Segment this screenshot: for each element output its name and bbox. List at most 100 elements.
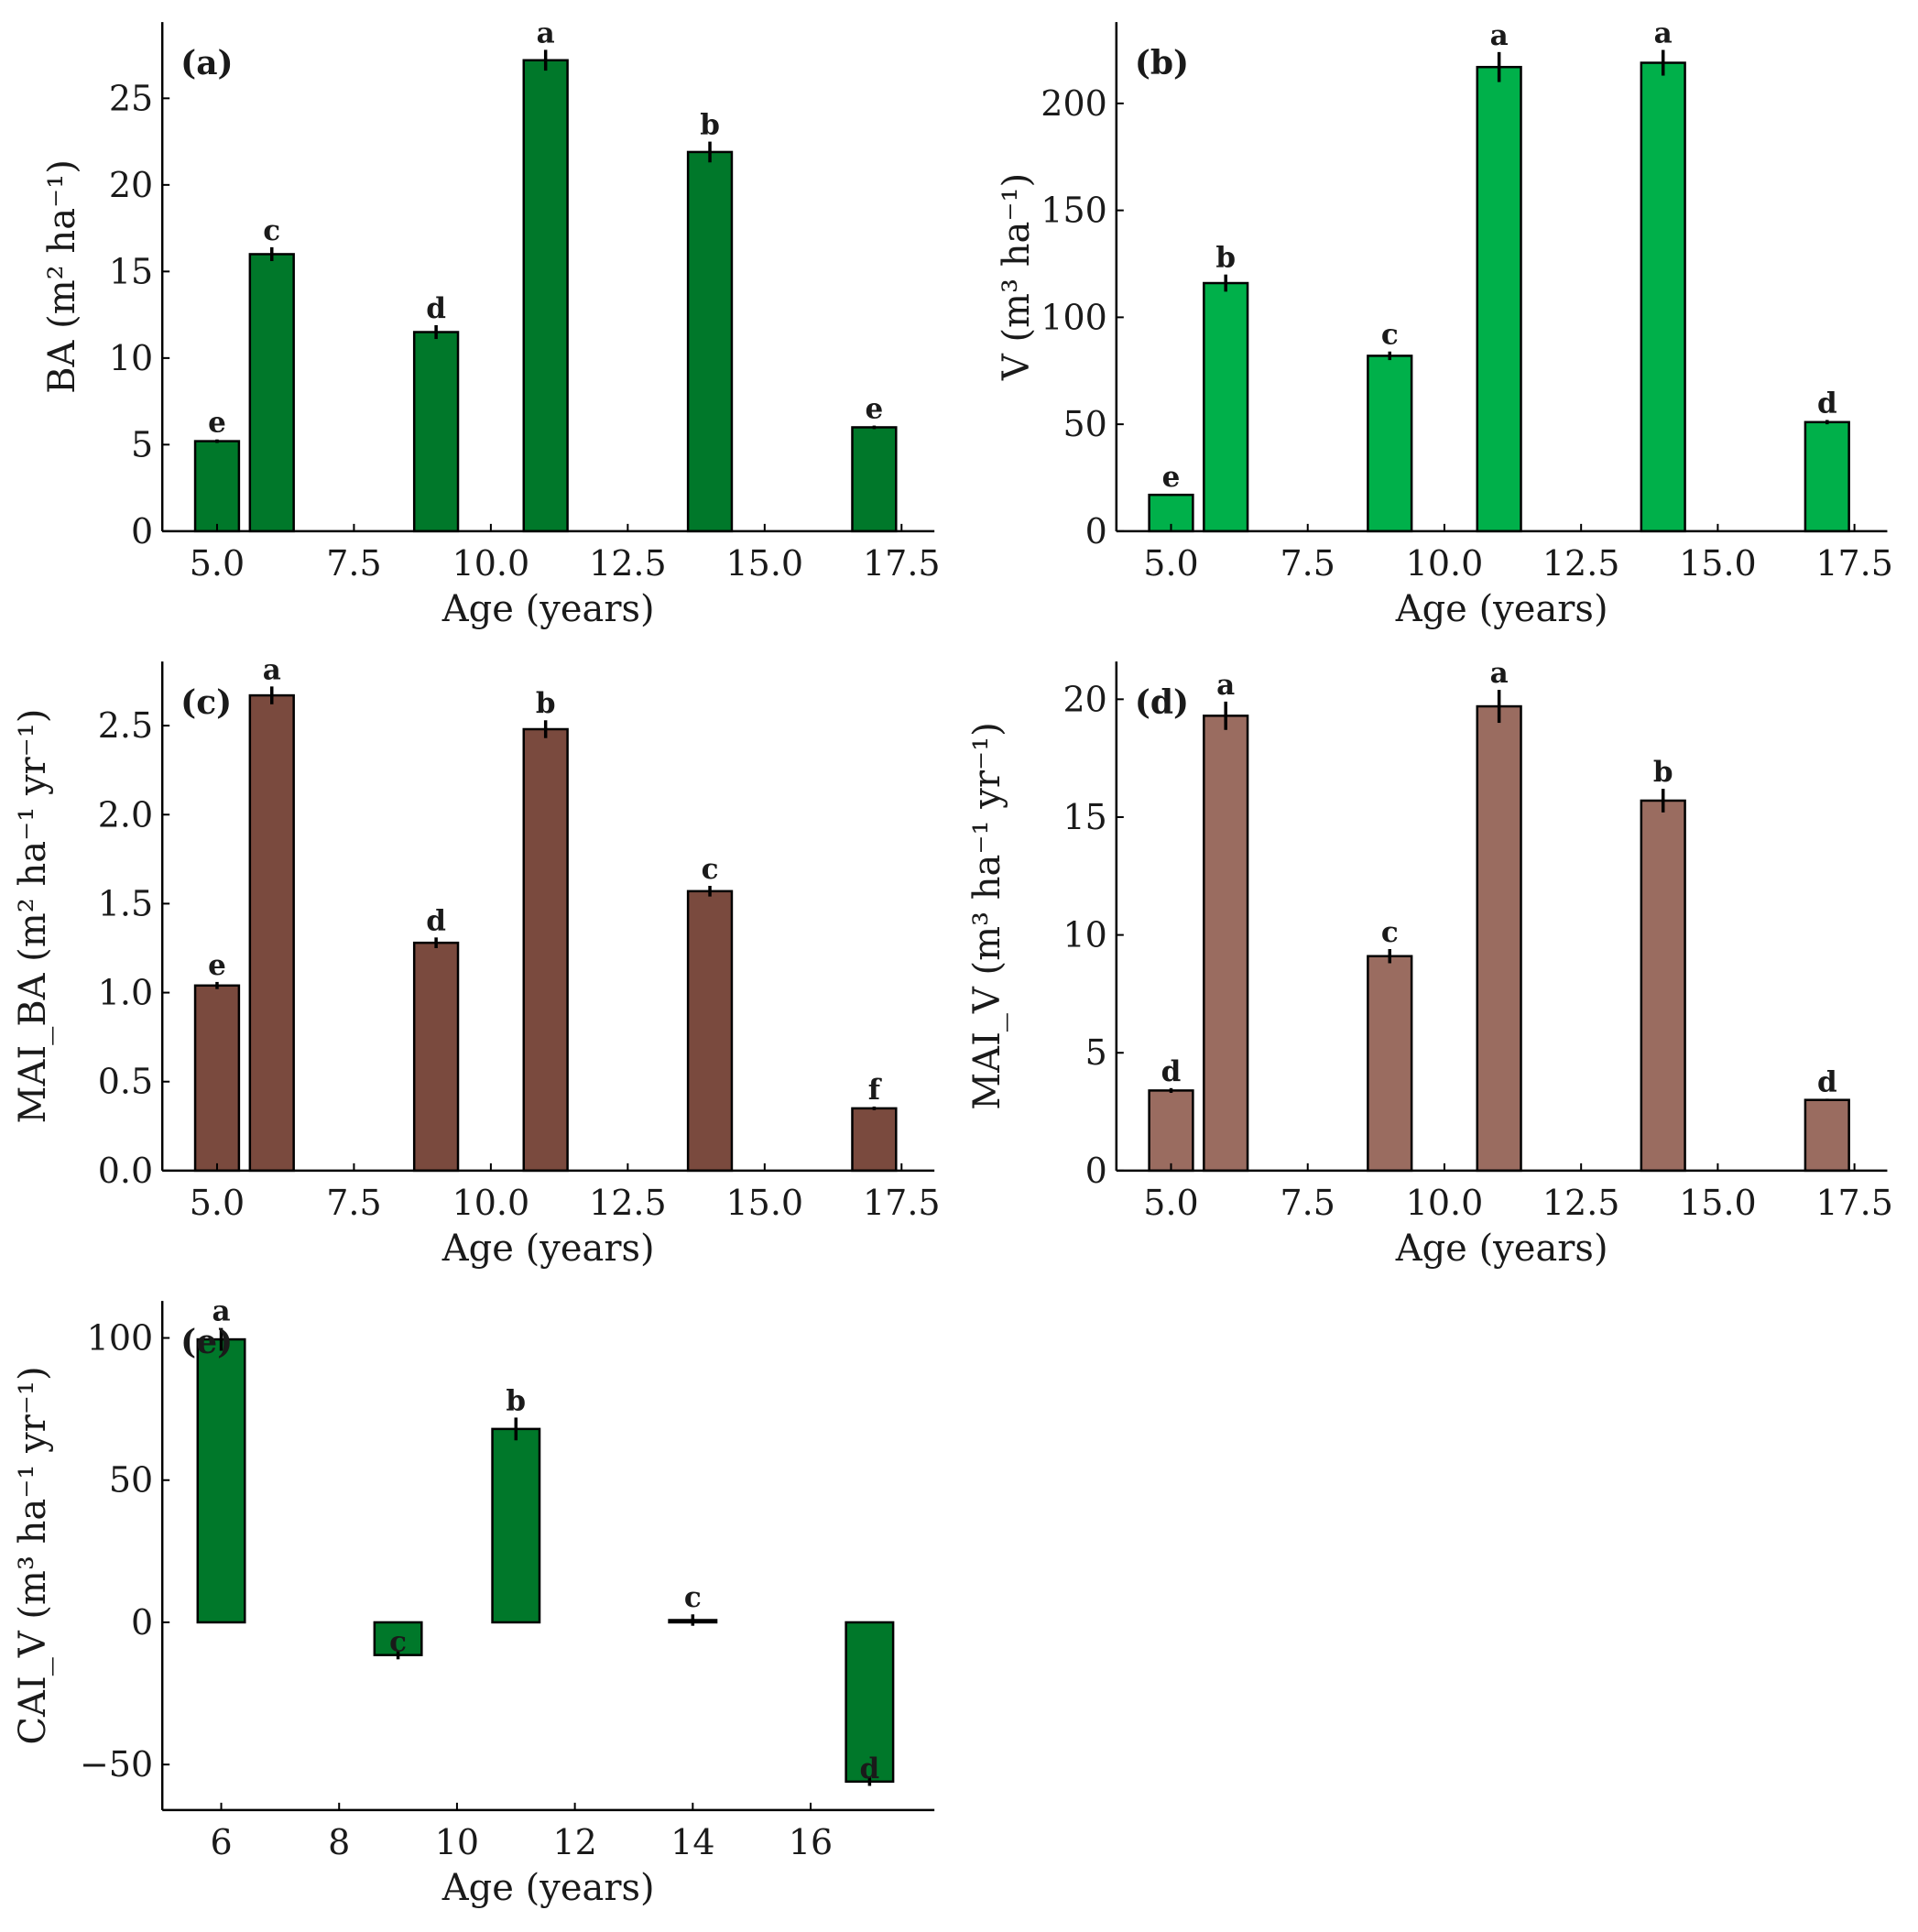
x-tick-label-e-1: 8 xyxy=(328,1822,350,1862)
sig-letter-d-14: b xyxy=(1653,756,1673,789)
sig-letter-c-5: e xyxy=(208,949,226,982)
y-tick-label-d-0: 0 xyxy=(1085,1151,1107,1191)
x-tick-label-a-5: 17.5 xyxy=(863,543,941,584)
sig-letter-b-17: d xyxy=(1817,387,1837,420)
sig-letter-c-9: d xyxy=(426,904,446,937)
x-tick-label-c-3: 12.5 xyxy=(589,1183,667,1223)
sig-letter-b-9: c xyxy=(1381,319,1399,352)
sig-letter-e-9: c xyxy=(389,1626,407,1659)
x-tick-label-e-0: 6 xyxy=(210,1822,232,1862)
sig-letter-d-11: a xyxy=(1490,657,1509,690)
y-tick-label-b-0: 0 xyxy=(1085,511,1107,551)
x-tick-label-b-1: 7.5 xyxy=(1280,543,1335,584)
panel-label-d: (d) xyxy=(1135,683,1189,722)
y-axis-label-d: MAI_V (m³ ha⁻¹ yr⁻¹) xyxy=(966,722,1008,1109)
y-tick-label-a-1: 5 xyxy=(131,424,153,464)
sig-letter-b-5: e xyxy=(1162,461,1181,494)
x-tick-label-c-5: 17.5 xyxy=(863,1183,941,1223)
y-tick-label-e-0: −50 xyxy=(80,1744,153,1785)
x-tick-label-a-3: 12.5 xyxy=(589,543,667,584)
x-tick-label-d-2: 10.0 xyxy=(1406,1183,1484,1223)
x-tick-label-d-0: 5.0 xyxy=(1143,1183,1198,1223)
bar-c-14 xyxy=(686,890,734,1173)
y-tick-label-a-2: 10 xyxy=(109,338,153,378)
sig-letter-b-11: a xyxy=(1490,19,1509,52)
chart-panel-d: d a c a b d 5.0 7.5 10.0 12.5 15.0 17.5 0 5 10 15 20 Age … xyxy=(966,657,1893,1270)
x-tick-label-a-1: 7.5 xyxy=(326,543,381,584)
sig-letter-a-5: e xyxy=(208,407,226,440)
y-axis-label-e: CAI_V (m³ ha⁻¹ yr⁻¹) xyxy=(12,1366,54,1744)
x-tick-label-b-5: 17.5 xyxy=(1815,543,1893,584)
x-tick-label-b-3: 12.5 xyxy=(1542,543,1620,584)
panel-label-c: (c) xyxy=(180,683,232,722)
y-tick-label-d-2: 10 xyxy=(1063,915,1106,955)
x-tick-label-a-2: 10.0 xyxy=(452,543,530,584)
bar-a-5 xyxy=(193,440,241,533)
bar-b-11 xyxy=(1476,65,1522,533)
sig-letter-c-17: f xyxy=(868,1074,882,1107)
x-tick-label-a-0: 5.0 xyxy=(190,543,245,584)
sig-letter-a-11: a xyxy=(537,16,555,49)
y-tick-label-e-1: 0 xyxy=(131,1602,153,1643)
sig-letter-b-6: b xyxy=(1215,242,1236,275)
sig-letter-a-17: e xyxy=(866,393,884,426)
y-tick-label-d-3: 15 xyxy=(1063,797,1106,837)
y-axis-label-b: V (m³ ha⁻¹) xyxy=(996,173,1038,381)
y-tick-label-c-0: 0.0 xyxy=(98,1151,153,1191)
x-tick-label-c-0: 5.0 xyxy=(190,1183,245,1223)
sig-letter-d-17: d xyxy=(1817,1065,1837,1098)
y-tick-label-a-4: 20 xyxy=(109,165,153,205)
y-tick-label-b-3: 150 xyxy=(1041,191,1107,231)
sig-letter-c-11: b xyxy=(536,687,556,720)
x-tick-label-e-5: 16 xyxy=(789,1822,833,1862)
x-tick-label-d-4: 15.0 xyxy=(1679,1183,1757,1223)
y-tick-label-c-1: 0.5 xyxy=(98,1062,153,1102)
chart-panel-e: a c b c d 6 8 10 12 14 16 −50 0 50 100 Age (years) CAI_V… xyxy=(12,1295,935,1909)
y-axis-label-a: BA (m² ha⁻¹) xyxy=(41,159,83,394)
panel-label-b: (b) xyxy=(1135,44,1189,82)
bar-d-17 xyxy=(1804,1098,1850,1173)
y-tick-label-c-4: 2.0 xyxy=(98,794,153,835)
bar-a-11 xyxy=(522,59,569,533)
y-tick-label-c-3: 1.5 xyxy=(98,883,153,923)
sig-letter-a-9: d xyxy=(426,292,446,325)
x-axis-label-b: Age (years) xyxy=(1395,588,1608,630)
x-axis-label-c: Age (years) xyxy=(441,1228,655,1270)
x-axis-label-e: Age (years) xyxy=(441,1867,655,1909)
bar-e-11 xyxy=(491,1427,541,1624)
bar-b-14 xyxy=(1640,61,1686,533)
bar-a-9 xyxy=(412,331,460,533)
sig-letter-e-6: a xyxy=(212,1295,230,1328)
y-tick-label-a-0: 0 xyxy=(131,511,153,551)
bar-c-9 xyxy=(412,941,460,1173)
x-tick-label-c-2: 10.0 xyxy=(452,1183,530,1223)
bar-d-5 xyxy=(1148,1089,1194,1173)
x-tick-label-d-1: 7.5 xyxy=(1280,1183,1335,1223)
y-tick-label-e-3: 100 xyxy=(87,1318,154,1359)
y-tick-label-a-3: 15 xyxy=(109,251,153,291)
y-tick-label-b-1: 50 xyxy=(1063,404,1106,444)
panel-label-e: (e) xyxy=(180,1323,233,1361)
panel-label-a: (a) xyxy=(180,44,233,82)
bar-e-6 xyxy=(196,1337,246,1624)
y-tick-label-c-2: 1.0 xyxy=(98,973,153,1013)
y-tick-label-d-4: 20 xyxy=(1063,679,1106,719)
bar-d-14 xyxy=(1640,799,1686,1173)
sig-letter-e-14: c xyxy=(684,1581,702,1614)
x-axis-label-a: Age (years) xyxy=(441,588,655,630)
bar-d-9 xyxy=(1367,955,1413,1173)
bar-d-11 xyxy=(1476,704,1522,1173)
sig-letter-a-14: b xyxy=(700,109,720,142)
bar-b-6 xyxy=(1203,281,1249,533)
x-tick-label-b-2: 10.0 xyxy=(1406,543,1484,584)
chart-panel-a: e c d a b e 5.0 7.5 10.0 12.5 15.0 17.5 0 5 10 15 20 25 Ag… xyxy=(41,16,940,630)
sig-letter-d-5: d xyxy=(1161,1055,1182,1088)
bar-b-17 xyxy=(1804,420,1850,533)
bar-a-6 xyxy=(248,253,295,533)
bar-c-11 xyxy=(522,727,569,1173)
x-tick-label-e-2: 10 xyxy=(435,1822,479,1862)
bar-c-6 xyxy=(248,693,295,1173)
chart-panel-b: e b c a a d 5.0 7.5 10.0 12.5 15.0 17.5 0 50 100 150 200… xyxy=(996,16,1893,629)
